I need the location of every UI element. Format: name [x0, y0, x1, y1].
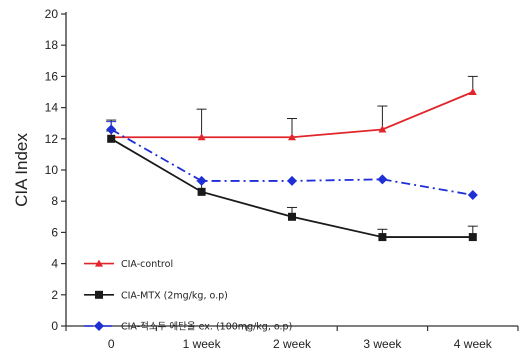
series-2-point [288, 212, 296, 221]
legend: CIA-control CIA-MTX (2mg/kg, o.p) CIA-적소두 … [84, 259, 292, 333]
y-axis-label: CIA Index [12, 133, 31, 207]
series-3-point [377, 174, 388, 185]
y-tick-label: 12 [45, 132, 59, 146]
legend-item-2-marker [95, 290, 103, 299]
series-1-point [378, 125, 387, 133]
legend-item-2-label: CIA-MTX (2mg/kg, o.p) [121, 290, 228, 301]
series-3-point [287, 175, 297, 186]
series-3-point [196, 175, 207, 186]
x-tick-label: 1 week [183, 337, 222, 351]
y-tick-label: 18 [45, 38, 59, 52]
axes: 0 2 4 6 8 10 12 14 16 18 20 0 1 week 2 week 3 week 4 we… [45, 7, 519, 351]
x-tick-label: 0 [108, 337, 115, 351]
x-tick-label: 2 week [273, 337, 312, 351]
y-tick-label: 0 [51, 319, 58, 333]
y-tick-label: 16 [45, 69, 59, 83]
y-tick-label: 14 [45, 101, 59, 115]
series-1-point [468, 88, 477, 95]
series-2-line [110, 138, 473, 238]
y-tick-label: 4 [51, 257, 58, 271]
y-tick-label: 6 [51, 225, 58, 239]
legend-item-1-label: CIA-control [121, 259, 173, 270]
series-1-point [197, 133, 206, 141]
series-2-point [468, 233, 477, 242]
y-tick-label: 20 [45, 7, 59, 21]
x-tick-label: 4 week [454, 337, 493, 351]
y-tick-label: 8 [51, 194, 58, 208]
series-3-point [467, 189, 478, 200]
series-2-point [197, 187, 206, 196]
series-3-point [106, 124, 117, 135]
legend-item-3-label: CIA-적소두 에탄올 ex. (100mg/kg, o.p) [121, 321, 292, 333]
series-1-point [288, 133, 296, 141]
y-tick-label: 2 [51, 288, 58, 302]
x-tick-label: 3 week [363, 337, 402, 351]
series-2-point [107, 134, 116, 143]
legend-item-3-marker [94, 321, 104, 331]
legend-item-1-marker [95, 259, 103, 267]
y-tick-label: 10 [45, 163, 59, 177]
series-2-point [378, 233, 387, 242]
series-markers [106, 88, 478, 242]
error-bars [106, 75, 478, 238]
